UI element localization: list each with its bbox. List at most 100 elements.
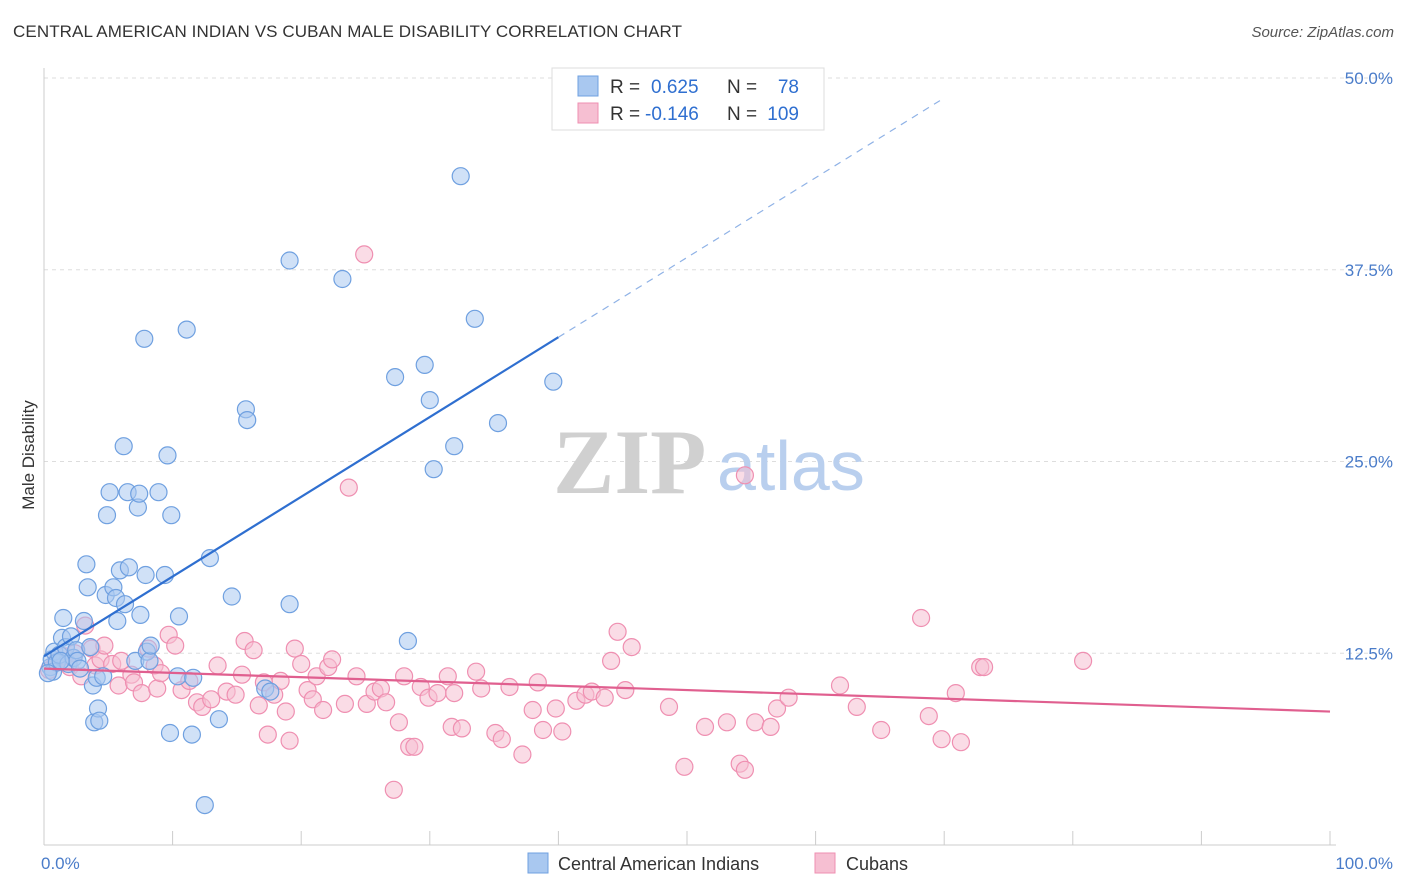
central-american-indian-point [168,667,187,686]
cuban-point [622,637,641,657]
y-tick-label: 25.0% [1345,453,1393,472]
central-american-indian-point [280,595,299,614]
cuban-point [735,466,755,485]
cuban-point [746,713,765,732]
cuban-point [395,667,414,686]
cuban-point [323,650,342,669]
cuban-point [285,639,304,658]
legend-label-cubans: Cubans [846,854,908,874]
cuban-point [335,694,354,714]
cuban-point [500,677,519,697]
stats-r-value-2: -0.146 [645,104,699,125]
central-american-indian-point [280,251,299,270]
stats-n-label-2: N = [727,104,757,125]
y-tick-label: 12.5% [1345,644,1393,663]
x-tick-label-end: 100.0% [1335,854,1393,873]
central-american-indian-point [386,368,405,387]
bottom-legend: Central American Indians Cubans [527,852,908,874]
central-american-indian-point [78,578,97,597]
cuban-point [951,733,971,752]
legend-swatch-central-american-indians [527,852,549,874]
central-american-indian-point [169,607,189,626]
central-american-indian-point [131,605,150,625]
central-american-indian-point [74,611,94,631]
central-american-indian-point [51,651,70,671]
stats-r-label-1: R = [610,77,640,98]
central-american-indian-point [108,611,127,631]
central-american-indian-point [81,637,100,657]
central-american-indian-point [119,558,138,577]
cuban-point [847,697,866,717]
stats-n-value-2: 109 [767,104,799,125]
cuban-point [695,717,715,737]
cuban-point [608,622,627,641]
central-american-indian-point [162,506,181,525]
cuban-point [779,688,798,707]
y-tick-label: 37.5% [1345,261,1393,280]
cuban-point [244,641,263,660]
stats-n-value-1: 78 [778,77,799,98]
y-axis-title: Male Disability [19,400,38,510]
cuban-point [249,696,268,715]
cuban-point [347,667,366,686]
cuban-point [595,688,614,707]
central-american-indian-point [38,664,58,683]
central-american-indian-point [238,411,257,430]
cuban-point [148,679,167,698]
cuban-point [946,683,965,703]
cuban-point [258,725,277,744]
watermark: ZIP atlas [553,411,865,513]
legend-swatch-cubans [814,852,836,874]
central-american-indian-point [465,309,484,328]
cuban-point [911,608,931,628]
cuban-point [533,720,553,740]
cuban-point [226,685,245,704]
central-american-indian-point [488,414,508,433]
central-american-indian-point [77,555,96,574]
central-american-indian-point [445,437,464,456]
cuban-point [528,673,547,692]
central-american-indian-point [90,711,109,730]
cuban-point [314,700,333,720]
central-american-indian-point [54,608,73,628]
trend-layer [43,97,1331,713]
cuban-point [292,654,311,674]
cuban-point [553,722,572,741]
central-american-indian-point [209,710,228,729]
central-american-indian-point [424,460,443,479]
cuban-point [761,717,780,737]
cuban-point [445,683,464,703]
cuban-point [405,737,424,756]
cuban-point [830,676,850,695]
central-american-indian-point [261,682,280,701]
cuban-point [467,662,486,681]
cuban-point [735,760,755,779]
trend-line-cubans [43,667,1331,713]
central-american-indian-point [130,484,149,503]
central-american-indian-point [182,725,201,744]
cuban-point [166,636,185,655]
cuban-point [546,699,565,718]
central-american-indian-point [415,355,434,374]
cuban-point [872,720,891,740]
central-american-indian-point [398,631,417,651]
cuban-point [675,757,694,776]
central-american-indian-point [149,483,168,502]
trend-line-extension-central-american-indians [558,97,945,338]
central-american-indian-point [135,329,154,348]
cuban-point [438,667,457,686]
central-american-indian-point [141,636,160,655]
stats-legend: R = 0.625 N = 78 R = -0.146 N = 109 [551,67,825,131]
watermark-atlas: atlas [717,427,865,505]
central-american-indian-point [195,795,214,815]
chart-source: Source: ZipAtlas.com [1251,24,1394,41]
cuban-point [208,656,227,675]
cuban-point [767,699,787,718]
points-layer [38,167,1093,815]
axis-layer: 12.5% 25.0% 37.5% 50.0% 0.0% 100.0% [41,68,1393,873]
cuban-point [717,713,737,732]
central-american-indian-point [158,446,177,465]
cuban-point [428,683,447,703]
x-tick-label-start: 0.0% [41,854,80,873]
